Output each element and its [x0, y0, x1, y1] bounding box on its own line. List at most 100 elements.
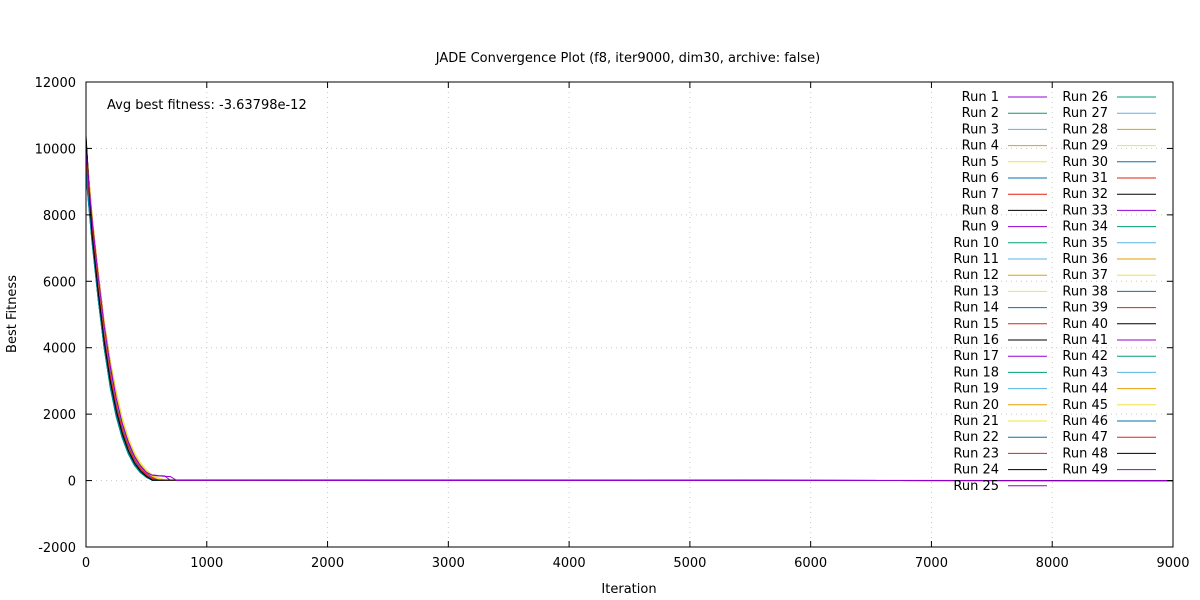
legend-label: Run 20: [953, 398, 999, 413]
legend-item: Run 33: [1062, 203, 1156, 218]
legend-label: Run 9: [962, 220, 999, 235]
y-tick-label: 12000: [35, 76, 76, 91]
legend-label: Run 32: [1062, 187, 1108, 202]
legend-item: Run 39: [1062, 301, 1156, 316]
series-line-2: [85, 164, 1174, 482]
series-line-16: [85, 164, 1174, 482]
legend-label: Run 46: [1062, 414, 1108, 429]
series-line-10: [85, 168, 1174, 482]
legend-label: Run 10: [953, 236, 999, 251]
legend-item: Run 37: [1062, 268, 1156, 283]
legend-item: Run 11: [953, 252, 1047, 267]
series-line-49: [85, 151, 1174, 482]
legend-label: Run 43: [1062, 365, 1108, 380]
legend-label: Run 24: [953, 463, 999, 478]
x-tick-label: 6000: [794, 556, 827, 571]
avg-fitness-annotation: Avg best fitness: -3.63798e-12: [107, 98, 307, 113]
x-tick-label: 7000: [915, 556, 948, 571]
legend-label: Run 5: [962, 155, 999, 170]
series-line-4: [85, 151, 1174, 482]
legend-item: Run 9: [962, 220, 1047, 235]
legend-item: Run 22: [953, 430, 1047, 445]
legend-label: Run 8: [962, 203, 999, 218]
legend-item: Run 41: [1062, 333, 1156, 348]
series-line-36: [85, 161, 1174, 482]
legend-label: Run 45: [1062, 398, 1108, 413]
legend-label: Run 12: [953, 268, 999, 283]
legend-label: Run 28: [1062, 122, 1108, 137]
series-line-27: [85, 155, 1174, 482]
legend-label: Run 38: [1062, 284, 1108, 299]
legend-item: Run 27: [1062, 106, 1156, 121]
legend-label: Run 11: [953, 252, 999, 267]
legend-item: Run 28: [1062, 122, 1156, 137]
y-tick-label: 8000: [43, 209, 76, 224]
legend-item: Run 4: [962, 139, 1047, 154]
series-line-31: [85, 161, 1174, 482]
y-tick-label: 2000: [43, 408, 76, 423]
x-tick-label: 3000: [432, 556, 465, 571]
legend-item: Run 47: [1062, 430, 1156, 445]
legend-item: Run 34: [1062, 220, 1156, 235]
series-line-9: [85, 151, 1174, 482]
legend-label: Run 3: [962, 122, 999, 137]
series-line-7: [85, 161, 1174, 482]
x-tick-label: 1000: [190, 556, 223, 571]
legend-item: Run 8: [962, 203, 1047, 218]
x-tick-label: 8000: [1036, 556, 1069, 571]
legend-label: Run 40: [1062, 317, 1108, 332]
legend-label: Run 1: [962, 90, 999, 105]
series-line-20: [85, 145, 1174, 482]
series-line-19: [85, 155, 1174, 482]
series-line-42: [85, 171, 1174, 482]
series-line-1: [85, 141, 1174, 482]
series-line-15: [85, 158, 1174, 482]
legend-label: Run 17: [953, 349, 999, 364]
y-tick-label: 10000: [35, 142, 76, 157]
legend-label: Run 2: [962, 106, 999, 121]
legend-item: Run 26: [1062, 90, 1156, 105]
legend-item: Run 25: [953, 479, 1047, 494]
legend-label: Run 49: [1062, 463, 1108, 478]
legend-item: Run 5: [962, 155, 1047, 170]
legend-item: Run 45: [1062, 398, 1156, 413]
legend-label: Run 19: [953, 382, 999, 397]
series-line-40: [85, 164, 1174, 482]
legend-item: Run 17: [953, 349, 1047, 364]
legend-item: Run 13: [953, 284, 1047, 299]
legend-item: Run 19: [953, 382, 1047, 397]
legend-item: Run 36: [1062, 252, 1156, 267]
legend-item: Run 21: [953, 414, 1047, 429]
legend-label: Run 42: [1062, 349, 1108, 364]
y-tick-label: 6000: [43, 275, 76, 290]
legend-item: Run 1: [962, 90, 1047, 105]
legend-item: Run 29: [1062, 139, 1156, 154]
series-line-45: [85, 161, 1174, 482]
legend-item: Run 32: [1062, 187, 1156, 202]
series-line-29: [85, 158, 1174, 482]
series-line-43: [85, 155, 1174, 482]
x-tick-label: 9000: [1156, 556, 1189, 571]
x-tick-label: 0: [82, 556, 90, 571]
series-line-35: [85, 155, 1174, 482]
series-line-17: [85, 151, 1174, 482]
legend-label: Run 27: [1062, 106, 1108, 121]
series-line-38: [85, 174, 1174, 482]
y-tick-label: 0: [68, 475, 76, 490]
x-axis-label: Iteration: [601, 582, 656, 597]
legend-item: Run 18: [953, 365, 1047, 380]
plot-frame: [85, 81, 1174, 548]
series-lines: [85, 135, 1174, 482]
legend-item: Run 2: [962, 106, 1047, 121]
series-line-28: [85, 148, 1174, 482]
legend-item: Run 40: [1062, 317, 1156, 332]
legend-label: Run 34: [1062, 220, 1108, 235]
legend-item: Run 16: [953, 333, 1047, 348]
legend-label: Run 21: [953, 414, 999, 429]
series-line-37: [85, 148, 1174, 482]
series-line-39: [85, 158, 1174, 482]
legend-item: Run 7: [962, 187, 1047, 202]
series-line-32: [85, 141, 1174, 482]
y-tick-label: 4000: [43, 342, 76, 357]
